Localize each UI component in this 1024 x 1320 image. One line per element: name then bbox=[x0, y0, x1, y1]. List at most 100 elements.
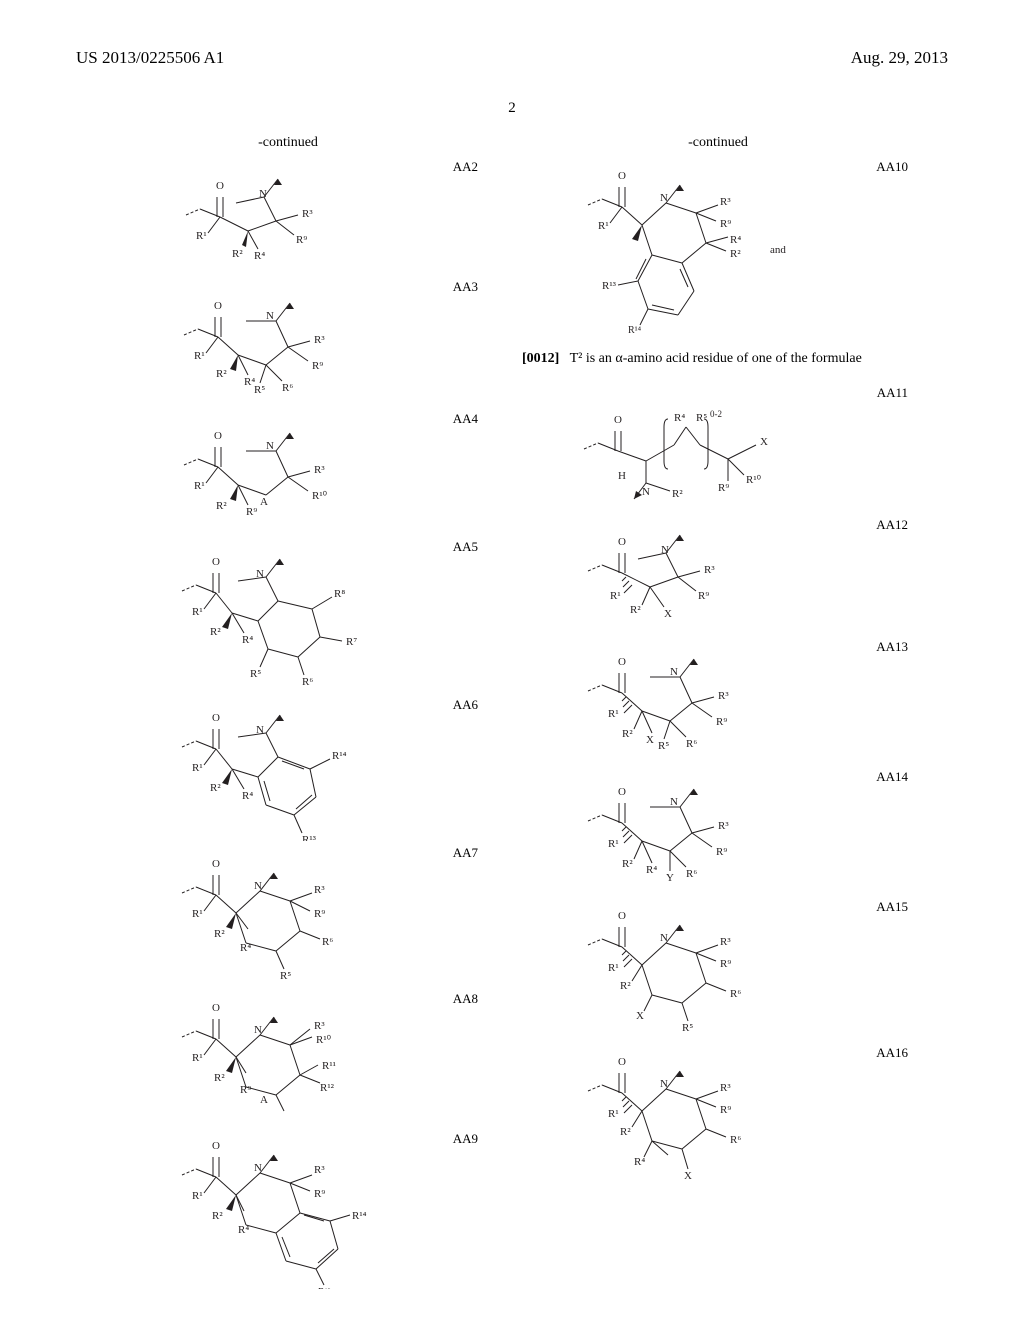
svg-text:R²: R² bbox=[232, 248, 243, 260]
svg-text:O: O bbox=[212, 712, 220, 724]
structure-aa3: O N R¹ R² R⁴ R⁵ R⁶ R³ R⁹ bbox=[88, 277, 488, 407]
svg-text:R⁴: R⁴ bbox=[240, 942, 251, 954]
svg-text:O: O bbox=[618, 170, 626, 182]
svg-text:O: O bbox=[212, 1002, 220, 1014]
svg-text:R⁶: R⁶ bbox=[686, 738, 697, 750]
svg-text:R⁴: R⁴ bbox=[674, 412, 685, 424]
svg-text:R⁴: R⁴ bbox=[254, 250, 265, 262]
svg-text:X: X bbox=[760, 436, 768, 448]
label-aa9: AA9 bbox=[453, 1131, 478, 1147]
patent-header: US 2013/0225506 A1 Aug. 29, 2013 bbox=[0, 0, 1024, 72]
svg-text:R²: R² bbox=[622, 858, 633, 870]
svg-text:R¹: R¹ bbox=[608, 962, 619, 974]
svg-text:O: O bbox=[614, 414, 622, 426]
svg-text:R⁴: R⁴ bbox=[646, 864, 657, 876]
svg-text:R²: R² bbox=[730, 248, 741, 260]
label-aa13: AA13 bbox=[876, 639, 908, 655]
svg-text:R⁵: R⁵ bbox=[696, 412, 707, 424]
publication-date: Aug. 29, 2013 bbox=[851, 48, 948, 68]
structure-aa6: O N R¹ R² R⁴ R¹⁴ R¹³ bbox=[88, 695, 488, 841]
svg-text:X: X bbox=[636, 1010, 644, 1022]
svg-text:R²: R² bbox=[214, 1072, 225, 1084]
svg-text:N: N bbox=[642, 486, 650, 498]
formula-aa11: AA11 bbox=[518, 383, 918, 513]
svg-text:R¹: R¹ bbox=[194, 350, 205, 362]
svg-text:R¹³: R¹³ bbox=[318, 1287, 331, 1289]
svg-text:R³: R³ bbox=[720, 936, 731, 948]
svg-text:R¹: R¹ bbox=[610, 590, 621, 602]
continued-label-right: -continued bbox=[518, 135, 918, 151]
svg-text:R¹²: R¹² bbox=[320, 1082, 335, 1094]
svg-text:R⁷: R⁷ bbox=[346, 636, 357, 648]
svg-text:R⁹: R⁹ bbox=[718, 482, 729, 494]
svg-text:R⁸: R⁸ bbox=[334, 588, 345, 600]
svg-text:R¹⁴: R¹⁴ bbox=[332, 750, 347, 762]
svg-text:R¹: R¹ bbox=[196, 230, 207, 242]
svg-text:R⁹: R⁹ bbox=[716, 846, 727, 858]
svg-text:R⁹: R⁹ bbox=[240, 1084, 251, 1096]
svg-text:R³: R³ bbox=[314, 884, 325, 896]
formula-aa12: AA12 bbox=[518, 515, 918, 635]
svg-text:N: N bbox=[254, 880, 262, 892]
svg-text:R⁹: R⁹ bbox=[246, 506, 257, 518]
svg-text:N: N bbox=[266, 310, 274, 322]
svg-text:R⁶: R⁶ bbox=[322, 936, 333, 948]
svg-text:O: O bbox=[618, 656, 626, 668]
svg-text:R³: R³ bbox=[314, 1020, 325, 1032]
svg-text:X: X bbox=[646, 734, 654, 746]
svg-text:R⁹: R⁹ bbox=[314, 1188, 325, 1200]
svg-text:N: N bbox=[259, 188, 267, 200]
formula-aa7: AA7 bbox=[88, 843, 488, 987]
formula-aa6: AA6 bbox=[88, 695, 488, 841]
continued-label-left: -continued bbox=[88, 135, 488, 151]
svg-text:O: O bbox=[618, 910, 626, 922]
page-number: 2 bbox=[0, 100, 1024, 117]
structure-aa12: O N R¹ R² X R³ R⁹ bbox=[518, 515, 918, 635]
svg-text:R¹: R¹ bbox=[192, 1190, 203, 1202]
structure-aa4: O N R¹ R² R⁹ A R³ R¹⁰ bbox=[88, 409, 488, 535]
svg-text:R⁹: R⁹ bbox=[312, 360, 323, 372]
svg-text:N: N bbox=[660, 1078, 668, 1090]
svg-text:R¹⁰: R¹⁰ bbox=[746, 474, 762, 486]
svg-text:O: O bbox=[214, 300, 222, 312]
formula-aa5: AA5 bbox=[88, 537, 488, 693]
svg-text:N: N bbox=[670, 796, 678, 808]
svg-text:R²: R² bbox=[212, 1210, 223, 1222]
svg-text:R²: R² bbox=[622, 728, 633, 740]
svg-text:R⁴: R⁴ bbox=[634, 1156, 645, 1168]
svg-text:R²: R² bbox=[216, 500, 227, 512]
formula-aa14: AA14 bbox=[518, 767, 918, 895]
formula-aa9: AA9 bbox=[88, 1129, 488, 1289]
svg-text:R⁵: R⁵ bbox=[682, 1022, 693, 1034]
label-aa3: AA3 bbox=[453, 279, 478, 295]
svg-text:N: N bbox=[266, 440, 274, 452]
svg-text:R³: R³ bbox=[718, 690, 729, 702]
svg-text:R¹: R¹ bbox=[598, 220, 609, 232]
svg-text:A: A bbox=[260, 496, 268, 508]
svg-text:R⁹: R⁹ bbox=[296, 234, 307, 246]
structure-aa13: O N R¹ R² X R⁵ R⁶ R³ R⁹ bbox=[518, 637, 918, 765]
svg-text:R¹⁰: R¹⁰ bbox=[316, 1034, 332, 1046]
para-text: T² is an α-amino acid residue of one of … bbox=[570, 351, 862, 366]
svg-text:R¹⁰: R¹⁰ bbox=[312, 490, 328, 502]
svg-text:R⁴: R⁴ bbox=[242, 634, 253, 646]
label-aa12: AA12 bbox=[876, 517, 908, 533]
structure-aa7: O N R¹ R² R⁴ R³ R⁹ R⁶ R⁵ bbox=[88, 843, 488, 987]
svg-text:R²: R² bbox=[210, 782, 221, 794]
svg-text:O: O bbox=[618, 1056, 626, 1068]
formula-aa3: AA3 bbox=[88, 277, 488, 407]
svg-text:R¹⁴: R¹⁴ bbox=[352, 1210, 367, 1222]
svg-text:R⁴: R⁴ bbox=[238, 1224, 249, 1236]
svg-text:R²: R² bbox=[620, 980, 631, 992]
structure-aa2: O N R¹ R² R⁴ R³ R⁹ bbox=[88, 157, 488, 275]
svg-text:R⁵: R⁵ bbox=[658, 740, 669, 752]
formula-aa13: AA13 bbox=[518, 637, 918, 765]
svg-text:R¹: R¹ bbox=[608, 708, 619, 720]
svg-text:R⁶: R⁶ bbox=[730, 1134, 741, 1146]
svg-text:R⁹: R⁹ bbox=[698, 590, 709, 602]
svg-text:O: O bbox=[618, 786, 626, 798]
structure-aa5: O N R¹ R² R⁴ R⁸ R⁷ R⁶ R⁵ bbox=[88, 537, 488, 693]
svg-text:R⁶: R⁶ bbox=[686, 868, 697, 880]
svg-text:R³: R³ bbox=[314, 334, 325, 346]
svg-text:R¹⁴: R¹⁴ bbox=[628, 325, 642, 333]
